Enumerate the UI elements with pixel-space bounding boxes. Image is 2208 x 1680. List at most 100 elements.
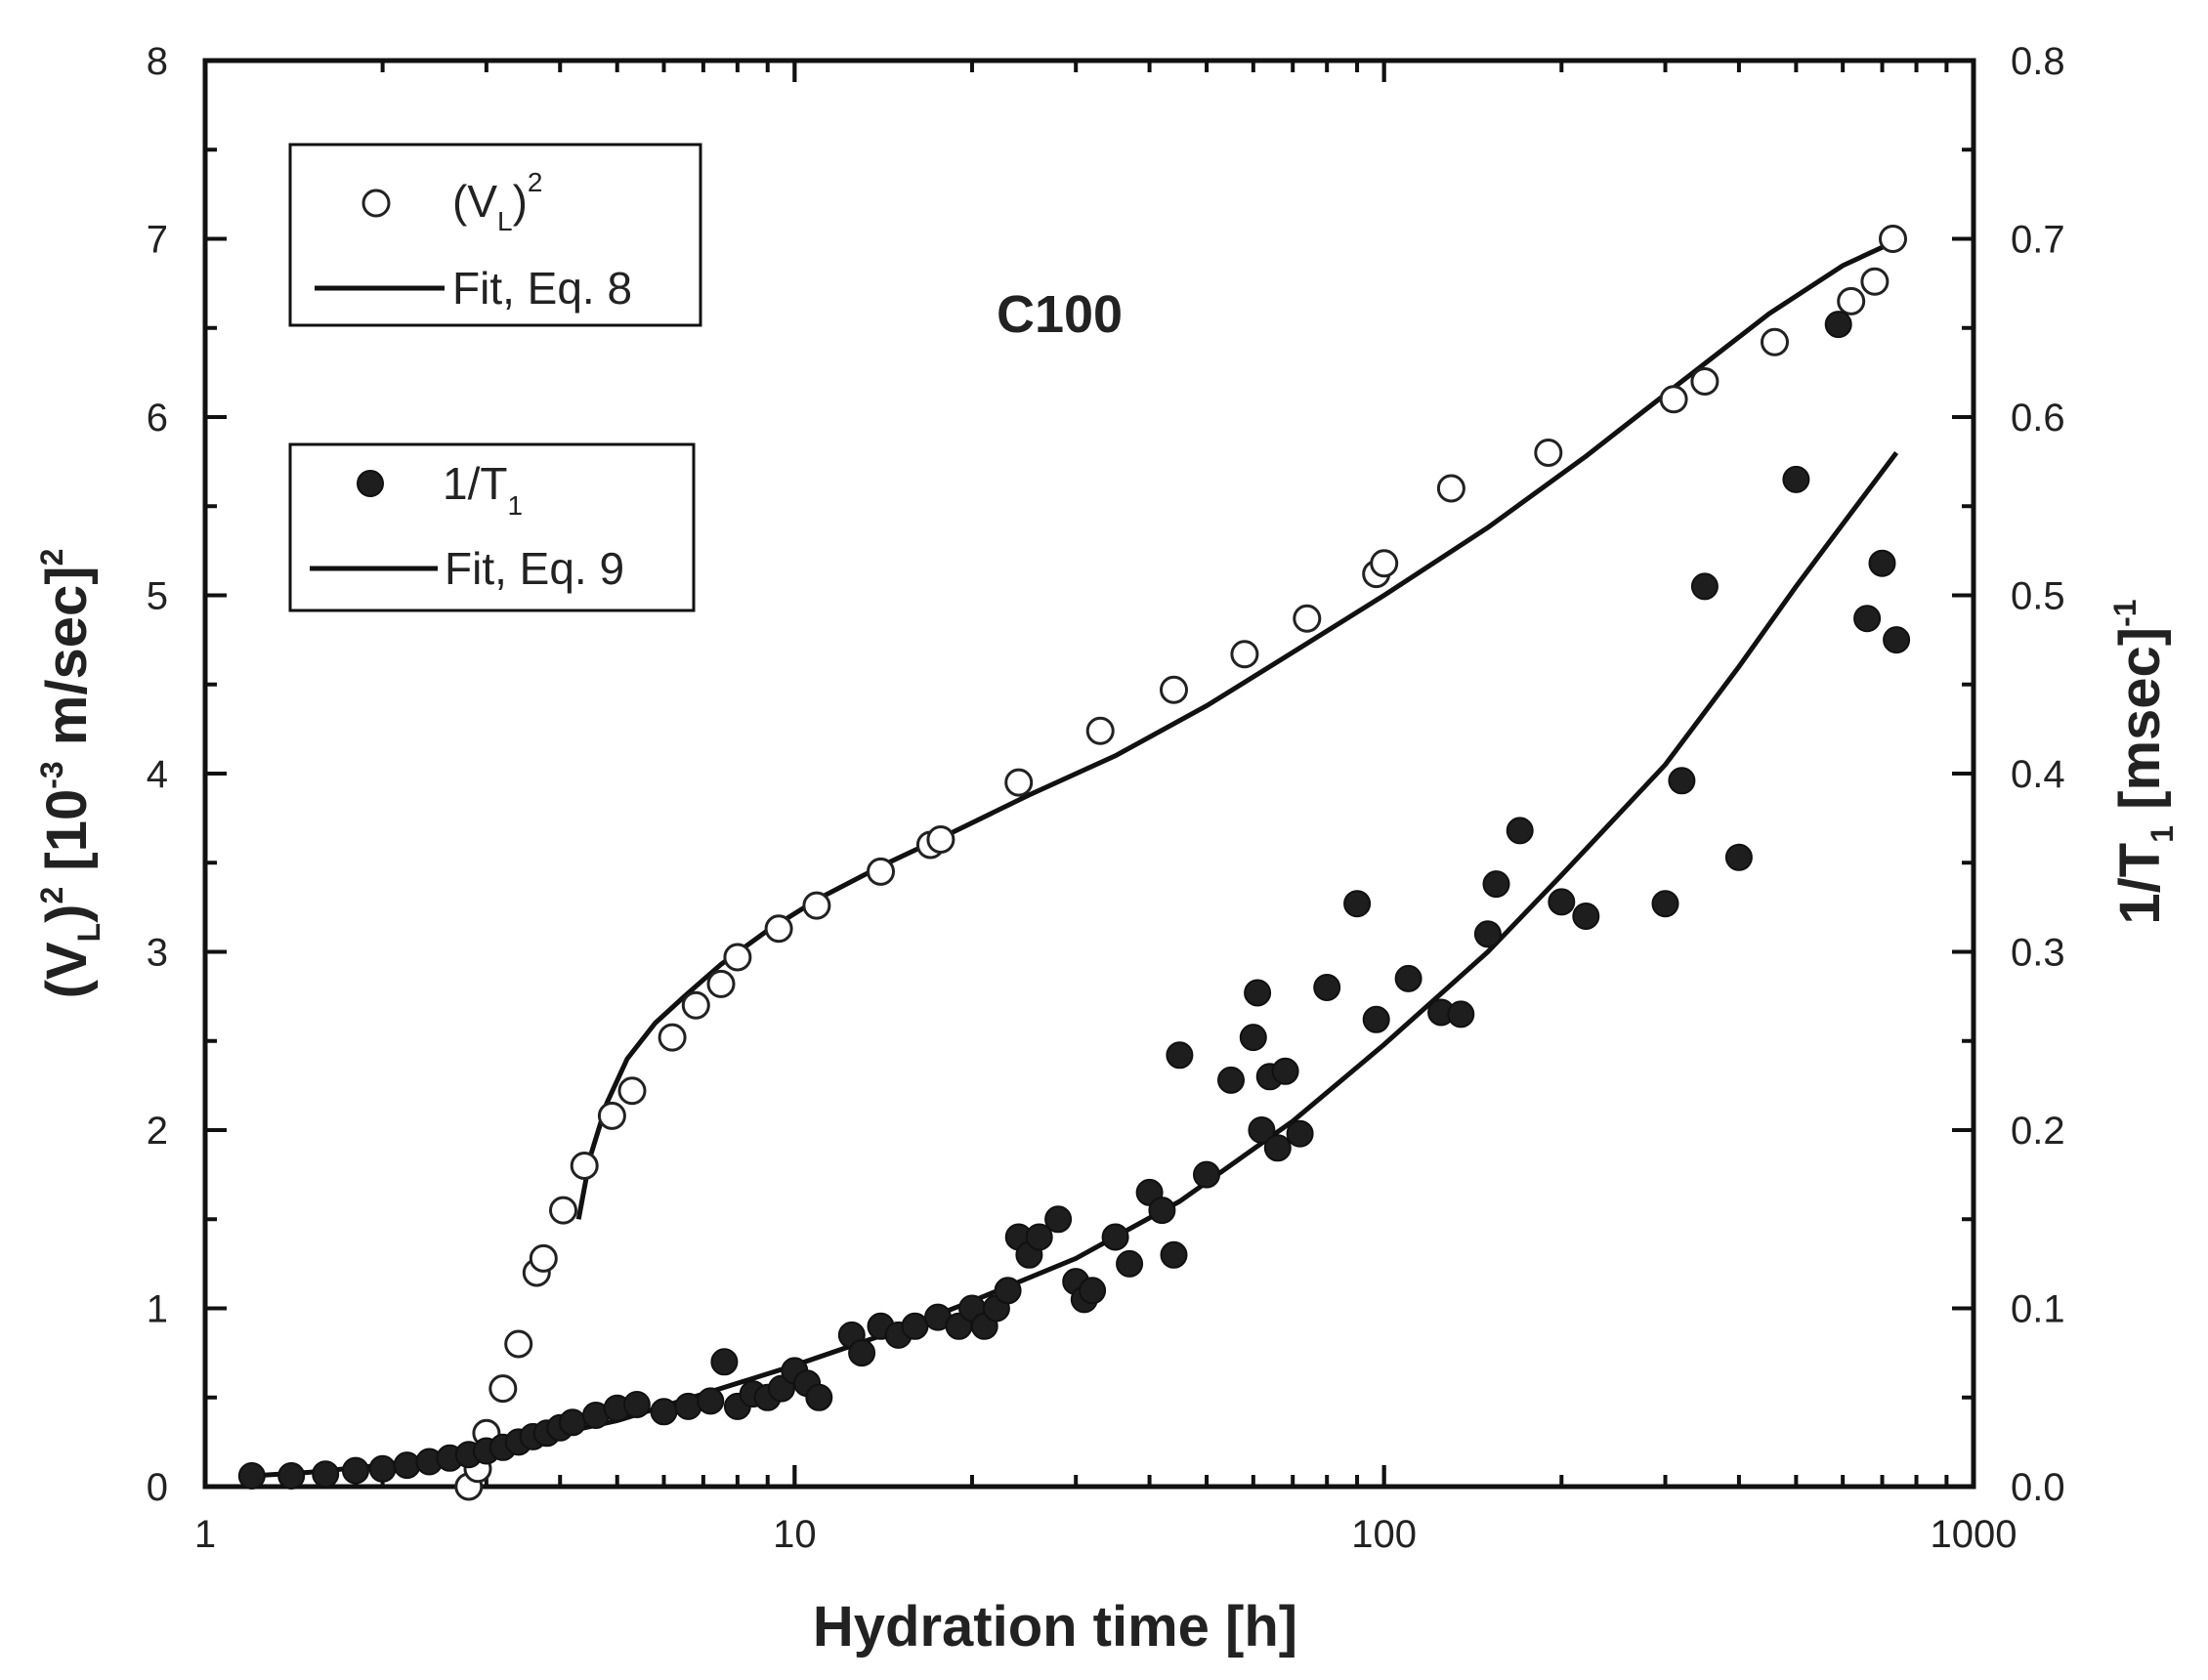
t1-data-point [1079,1277,1107,1305]
vl2-data-point [1370,549,1399,578]
x-tick-label: 1 [194,1513,216,1556]
y-left-tick-label: 0 [147,1466,168,1509]
vl2-data-point [723,943,752,972]
vl2-data-point [681,990,710,1020]
legend-t1-box [288,442,696,612]
t1-data-point [1724,843,1753,871]
y-left-tick-label: 6 [147,397,168,440]
y-right-tick-label: 0.4 [2011,753,2065,796]
t1-data-point [1482,870,1510,899]
t1-data-point [1824,311,1852,339]
vl2-data-point [1085,716,1115,745]
legend-fit8-label: Fit, Eq. 8 [452,263,632,314]
vl2-data-point [1761,327,1789,357]
t1-data-point [1148,1197,1176,1225]
vl2-data-point [706,969,736,998]
t1-data-point [674,1392,702,1420]
y-left-tick-label: 8 [147,40,168,83]
t1-data-point [901,1312,929,1340]
vl2-data-point [529,1243,558,1273]
t1-data-point [1572,903,1600,930]
y-left-tick-label: 2 [147,1110,168,1153]
fit-eq8-line [575,239,1894,1220]
vl2-data-point [1160,675,1188,704]
legend-vl2-label: (VL)2 [452,167,542,236]
t1-data-point [1248,1116,1276,1144]
t1-data-point [710,1348,739,1376]
t1-data-point [1853,605,1882,633]
t1-data-point [1473,920,1502,948]
y-right-axis-title: 1/T1 [msec]-1 [2107,599,2180,924]
vl2-data-point [1690,367,1720,396]
vl2-data-point [1837,286,1866,315]
t1-data-point [805,1383,833,1411]
t1-data-point [1217,1066,1245,1094]
y-left-tick-labels: 0 1 2 3 4 5 6 7 8 [147,40,168,1509]
legend-t1: 1/T1 Fit, Eq. 9 [288,442,696,612]
t1-data-point [237,1462,266,1490]
t1-data-point [1244,979,1272,1007]
y-left-tick-label: 3 [147,932,168,975]
y-right-tick-label: 0.5 [2011,575,2065,618]
t1-data-point [1160,1240,1188,1269]
vl2-data-point [867,857,895,886]
data-points [237,225,1911,1501]
t1-data-point [1166,1041,1194,1070]
t1-data-point [1313,974,1341,1001]
t1-data-point [1782,465,1810,493]
t1-data-point [1263,1134,1292,1162]
y-right-tick-label: 0.3 [2011,932,2065,975]
t1-data-point [277,1462,306,1490]
y-right-tick-label: 0.1 [2011,1288,2065,1331]
t1-data-point [312,1460,340,1489]
t1-data-point [650,1398,678,1426]
t1-data-point [559,1408,586,1437]
t1-data-point [848,1339,876,1367]
t1-data-point [994,1277,1022,1305]
y-left-tick-label: 1 [147,1288,168,1331]
tick-marks [203,59,1975,1489]
t1-data-point [1868,549,1896,577]
t1-data-point [1286,1119,1314,1148]
t1-data-point [1668,767,1696,795]
vl2-data-point [1534,439,1563,467]
legend-fit9-label: Fit, Eq. 9 [445,543,624,594]
vl2-data-point [926,825,955,854]
t1-data-point [1116,1249,1144,1278]
t1-data-point [622,1391,651,1418]
y-right-tick-labels: 0.0 0.1 0.2 0.3 0.4 0.5 0.6 0.7 0.8 [2011,40,2065,1509]
t1-data-point [1025,1223,1053,1251]
t1-data-point [368,1454,397,1483]
vl2-data-point [1879,225,1907,253]
vl2-data-point [1860,267,1890,296]
vl2-data-point [658,1023,687,1052]
chart-annotation: C100 [997,285,1123,344]
y-right-tick-label: 0.6 [2011,397,2065,440]
x-tick-label: 100 [1351,1513,1417,1556]
vl2-data-point [764,914,793,944]
y-right-tick-label: 0.7 [2011,219,2065,262]
t1-data-point [1447,1000,1475,1029]
legend-vl2-box [288,143,702,327]
vl2-data-point [504,1329,533,1359]
vl2-data-point [1004,768,1034,797]
legend-vl2: (VL)2 Fit, Eq. 8 [288,143,702,327]
t1-data-point [1044,1205,1073,1234]
vl2-data-point [617,1076,647,1106]
t1-data-point [1362,1005,1390,1033]
y-left-axis-title: (VL)2 [10-3 m/sec]2 [34,549,106,999]
vl2-data-point [1230,640,1259,669]
t1-data-point [1193,1160,1220,1189]
y-right-tick-label: 0.2 [2011,1110,2065,1153]
legend-filled-circle-marker [357,470,384,497]
t1-data-point [1883,626,1911,654]
vl2-data-point [549,1196,577,1225]
t1-data-point [1394,964,1422,992]
vl2-data-point [1293,604,1322,633]
t1-data-point [1690,572,1719,601]
vl2-data-point [1436,474,1465,503]
vl2-data-point [802,891,831,920]
t1-data-point [1101,1223,1129,1251]
y-left-tick-label: 7 [147,219,168,262]
